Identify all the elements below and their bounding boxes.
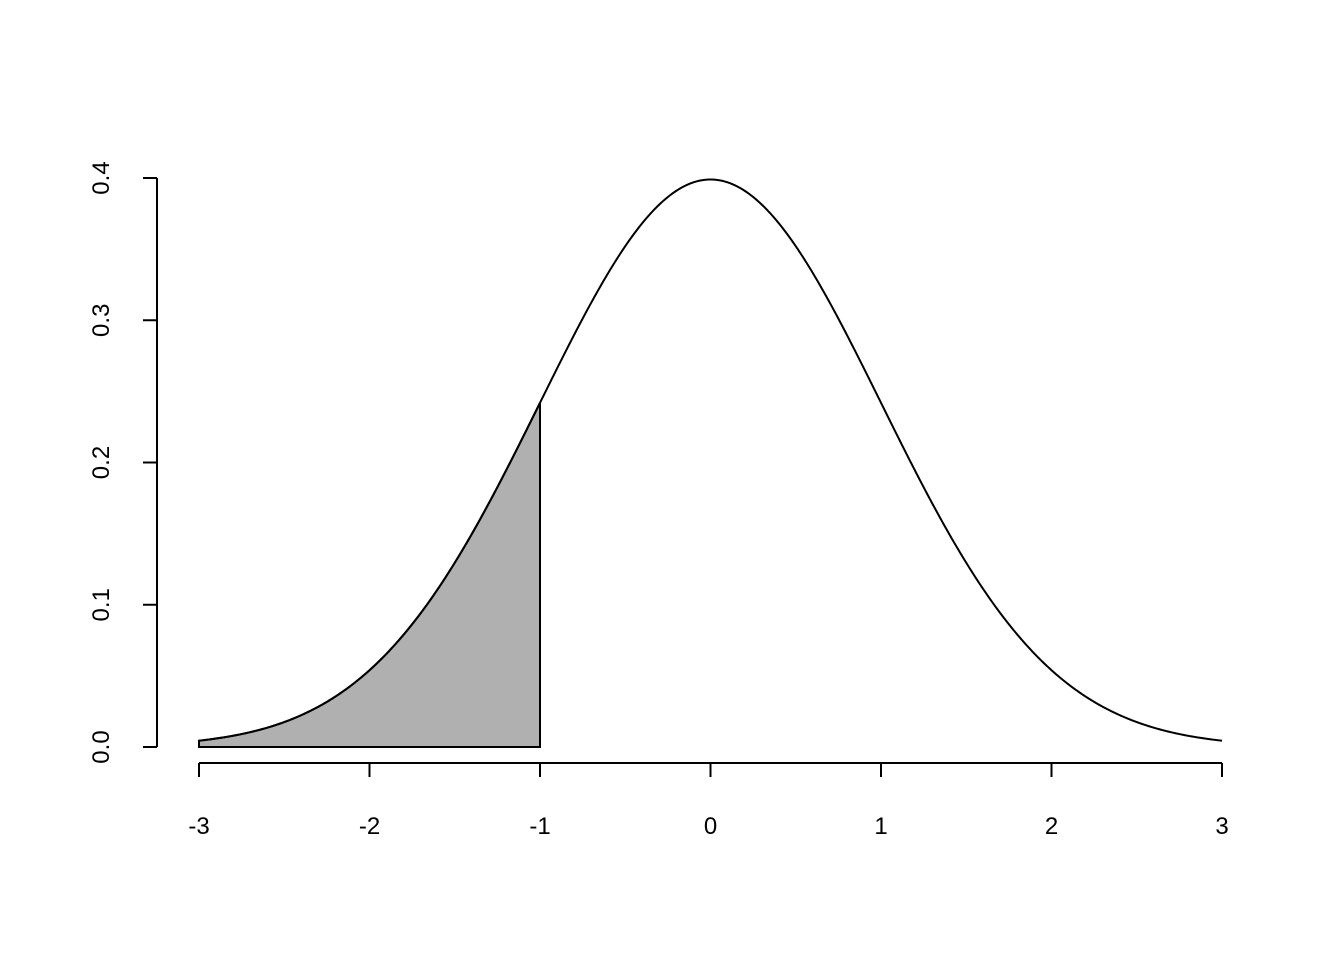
shaded-area bbox=[198, 402, 541, 748]
x-tick-label: 0 bbox=[704, 813, 717, 840]
x-tick-label: -2 bbox=[359, 813, 380, 840]
x-axis: -3 -2 -1 0 1 2 3 bbox=[188, 762, 1229, 840]
y-tick-label: 0.1 bbox=[88, 588, 115, 621]
x-tick-label: 1 bbox=[874, 813, 887, 840]
y-axis: 0.0 0.1 0.2 0.3 0.4 bbox=[88, 161, 158, 764]
x-tick-label: 3 bbox=[1215, 813, 1228, 840]
y-tick-label: 0.4 bbox=[88, 161, 115, 194]
x-tick-label: -3 bbox=[188, 813, 209, 840]
y-tick-label: 0.3 bbox=[88, 304, 115, 337]
density-curve bbox=[198, 178, 1223, 742]
x-tick-label: -1 bbox=[529, 813, 550, 840]
y-tick-label: 0.0 bbox=[88, 730, 115, 763]
x-tick-label: 2 bbox=[1045, 813, 1058, 840]
y-tick-label: 0.2 bbox=[88, 446, 115, 479]
